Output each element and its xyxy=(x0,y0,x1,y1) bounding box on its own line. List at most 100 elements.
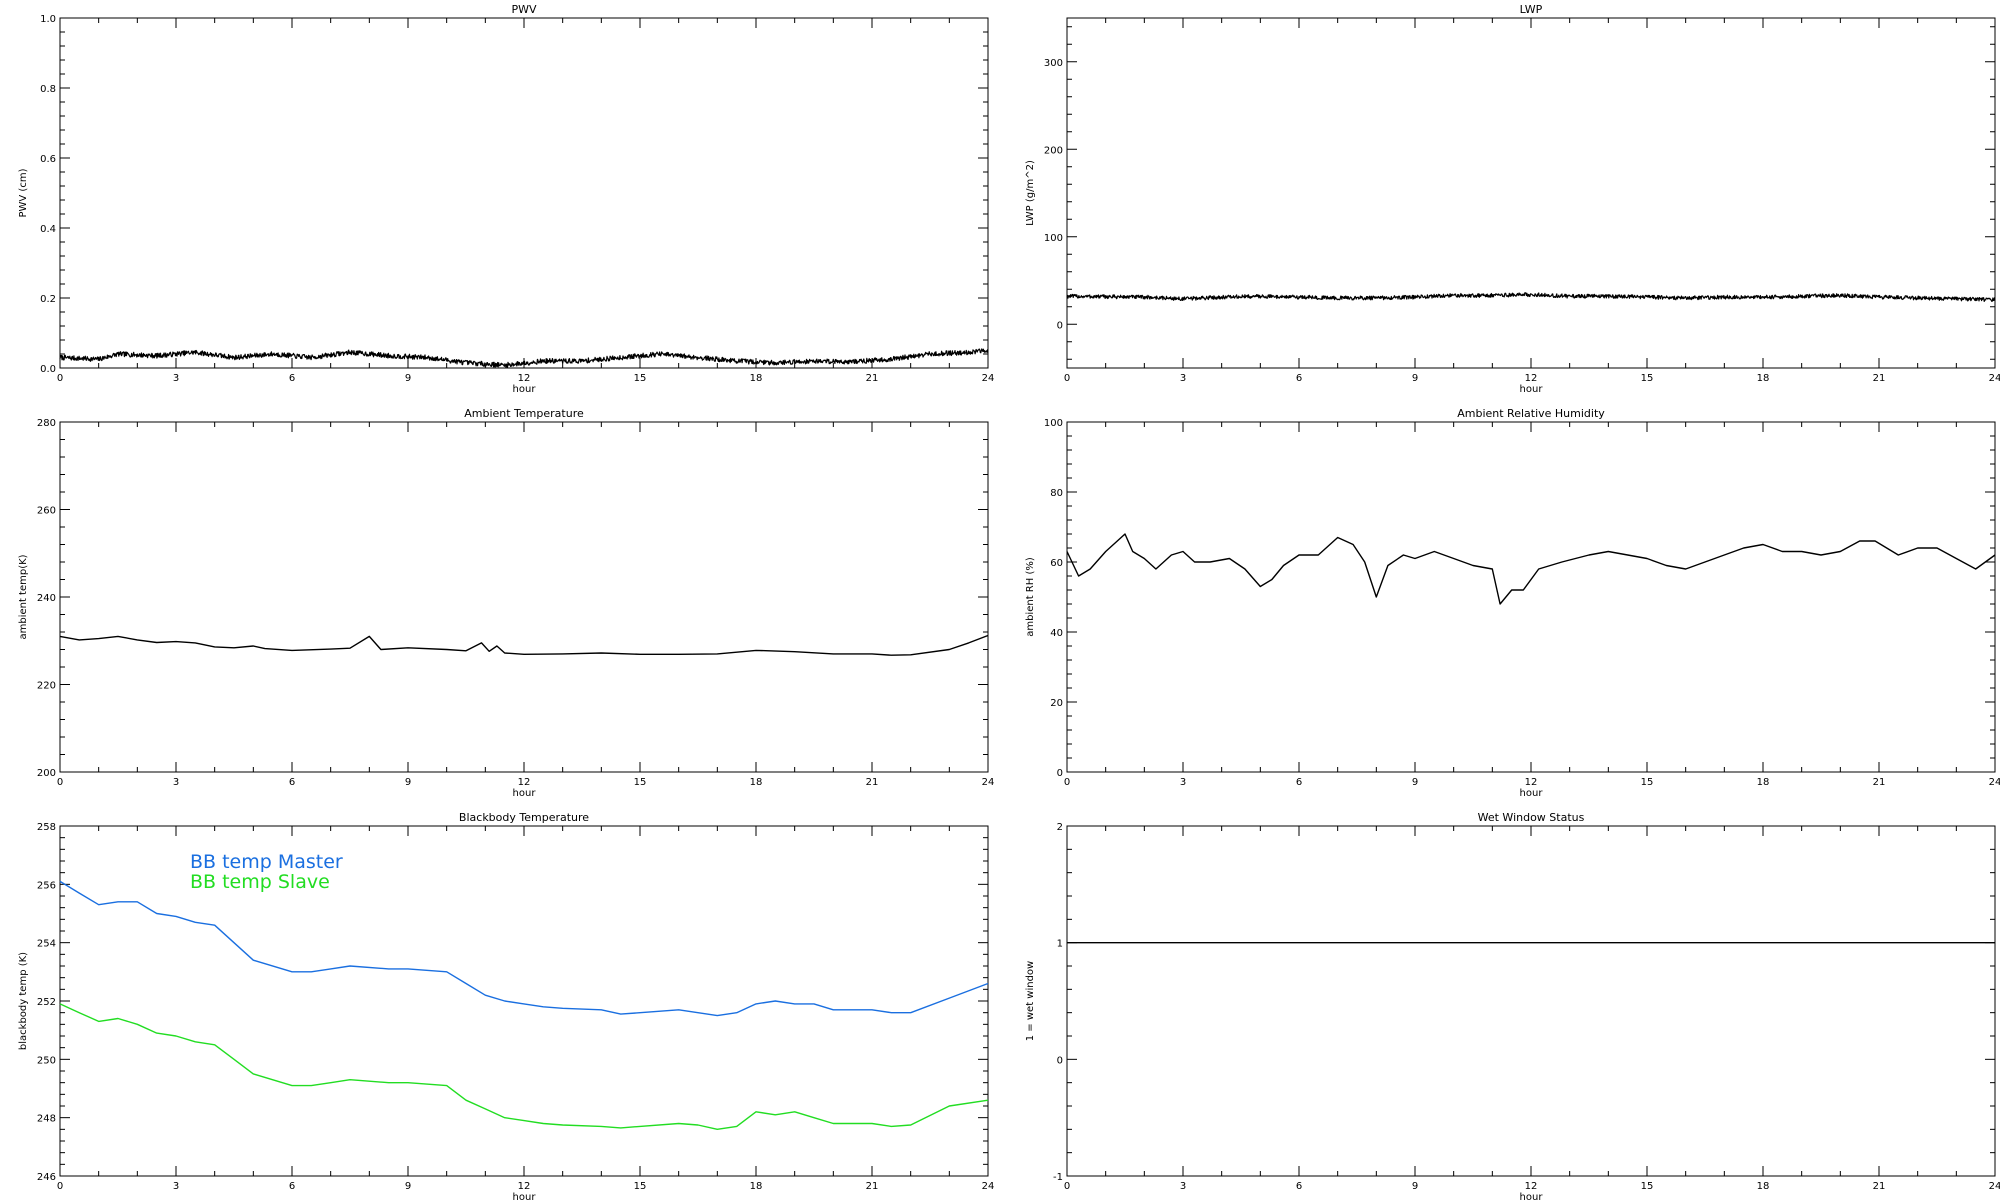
x-tick-label: 18 xyxy=(1757,373,1770,384)
y-tick-label: 0 xyxy=(1057,768,1063,779)
x-tick-label: 15 xyxy=(634,777,647,788)
y-tick-label: 100 xyxy=(1044,233,1063,244)
x-tick-label: 3 xyxy=(173,777,179,788)
y-tick-label: 248 xyxy=(37,1114,56,1125)
x-tick-label: 18 xyxy=(750,777,763,788)
blackbody-temperature-panel: Blackbody Temperature 0 3 6 9 12 15 18 21 24 hour 2… xyxy=(18,811,994,1200)
y-axis-label: blackbody temp (K) xyxy=(18,952,29,1050)
y-tick-label: 100 xyxy=(1044,418,1063,429)
lwp-line xyxy=(1066,292,1996,302)
lwp-panel: LWP 0 3 6 9 12 15 18 21 24 hour 0 100 200 300 LWP (g/m^… xyxy=(1025,3,2000,395)
x-axis-label: hour xyxy=(513,1192,537,1200)
y-tick-label: 200 xyxy=(1044,145,1063,156)
x-tick-label: 6 xyxy=(289,777,295,788)
x-tick-label: 9 xyxy=(1412,373,1418,384)
x-tick-label: 15 xyxy=(1641,777,1654,788)
y-tick-label: 254 xyxy=(37,939,56,950)
y-tick-label: 258 xyxy=(37,822,56,833)
legend-entry: BB temp Master xyxy=(190,851,343,873)
y-tick-label: 0.6 xyxy=(40,154,56,165)
x-tick-label: 21 xyxy=(1873,373,1886,384)
chart-title: LWP xyxy=(1520,3,1543,16)
legend-entry: BB temp Slave xyxy=(190,871,330,893)
x-tick-label: 24 xyxy=(982,1181,995,1192)
bb-temp-master-line xyxy=(59,880,989,1017)
y-tick-label: 300 xyxy=(1044,58,1063,69)
y-tick-label: 246 xyxy=(37,1172,56,1183)
y-tick-label: 1.0 xyxy=(40,14,56,25)
x-tick-label: 0 xyxy=(1064,373,1070,384)
y-tick-label: 2 xyxy=(1057,822,1063,833)
x-tick-label: 3 xyxy=(173,1181,179,1192)
x-tick-label: 15 xyxy=(1641,373,1654,384)
x-tick-label: 9 xyxy=(1412,777,1418,788)
ambient-relative-humidity-line xyxy=(1066,533,1996,605)
x-tick-label: 6 xyxy=(289,1181,295,1192)
x-axis-label: hour xyxy=(513,384,537,395)
x-tick-label: 3 xyxy=(1180,777,1186,788)
x-tick-label: 0 xyxy=(1064,1181,1070,1192)
y-tick-label: 1 xyxy=(1057,939,1063,950)
x-tick-label: 24 xyxy=(1989,373,2000,384)
x-tick-label: 0 xyxy=(57,777,63,788)
y-tick-label: -1 xyxy=(1053,1172,1063,1183)
x-tick-label: 15 xyxy=(634,373,647,384)
x-tick-label: 12 xyxy=(1525,1181,1538,1192)
x-tick-label: 6 xyxy=(289,373,295,384)
x-tick-label: 24 xyxy=(1989,1181,2000,1192)
y-tick-label: 20 xyxy=(1050,698,1063,709)
plot-frame xyxy=(59,17,989,369)
x-tick-label: 12 xyxy=(518,777,531,788)
y-tick-label: 250 xyxy=(37,1055,56,1066)
x-tick-label: 12 xyxy=(1525,777,1538,788)
y-tick-label: 200 xyxy=(37,768,56,779)
y-tick-label: 240 xyxy=(37,593,56,604)
x-tick-label: 15 xyxy=(634,1181,647,1192)
x-tick-label: 3 xyxy=(1180,1181,1186,1192)
y-axis-label: 1 = wet window xyxy=(1025,961,1036,1041)
y-axis-label: LWP (g/m^2) xyxy=(1025,160,1036,226)
x-tick-label: 9 xyxy=(405,1181,411,1192)
ambient-relative-humidity-panel: Ambient Relative Humidity 0 3 6 9 12 15 18 21 24 h… xyxy=(1025,407,2000,799)
x-tick-label: 0 xyxy=(57,373,63,384)
y-tick-label: 40 xyxy=(1050,628,1063,639)
x-tick-label: 12 xyxy=(1525,373,1538,384)
x-tick-label: 6 xyxy=(1296,373,1302,384)
x-tick-label: 12 xyxy=(518,1181,531,1192)
y-tick-label: 0 xyxy=(1057,320,1063,331)
x-tick-label: 24 xyxy=(1989,777,2000,788)
x-tick-label: 21 xyxy=(1873,1181,1886,1192)
x-tick-label: 6 xyxy=(1296,777,1302,788)
x-tick-label: 3 xyxy=(1180,373,1186,384)
y-tick-label: 0.2 xyxy=(40,294,56,305)
x-tick-label: 6 xyxy=(1296,1181,1302,1192)
plot-frame xyxy=(59,421,989,773)
y-tick-label: 0.0 xyxy=(40,364,56,375)
y-tick-label: 0.8 xyxy=(40,84,56,95)
x-tick-label: 21 xyxy=(866,1181,879,1192)
y-tick-label: 60 xyxy=(1050,558,1063,569)
x-axis-label: hour xyxy=(1520,788,1544,799)
pwv-panel: PWV 0 3 6 9 12 15 18 21 24 hour 0.0 0.2 0.4 0.6 0.8 1.0 P… xyxy=(18,3,994,395)
x-tick-label: 9 xyxy=(405,373,411,384)
chart-title: Ambient Temperature xyxy=(464,407,584,420)
plot-frame xyxy=(1066,421,1996,773)
chart-title: PWV xyxy=(511,3,537,16)
x-tick-label: 18 xyxy=(750,373,763,384)
y-tick-label: 280 xyxy=(37,418,56,429)
x-tick-label: 18 xyxy=(750,1181,763,1192)
x-axis-label: hour xyxy=(513,788,537,799)
pwv-line xyxy=(59,348,989,368)
x-tick-label: 3 xyxy=(173,373,179,384)
x-tick-label: 9 xyxy=(1412,1181,1418,1192)
y-axis-label: ambient temp(K) xyxy=(18,554,29,639)
y-tick-label: 260 xyxy=(37,506,56,517)
x-tick-label: 24 xyxy=(982,373,995,384)
chart-title: Blackbody Temperature xyxy=(459,811,589,824)
x-tick-label: 12 xyxy=(518,373,531,384)
x-tick-label: 0 xyxy=(1064,777,1070,788)
y-axis-label: ambient RH (%) xyxy=(1025,557,1036,637)
x-tick-label: 24 xyxy=(982,777,995,788)
